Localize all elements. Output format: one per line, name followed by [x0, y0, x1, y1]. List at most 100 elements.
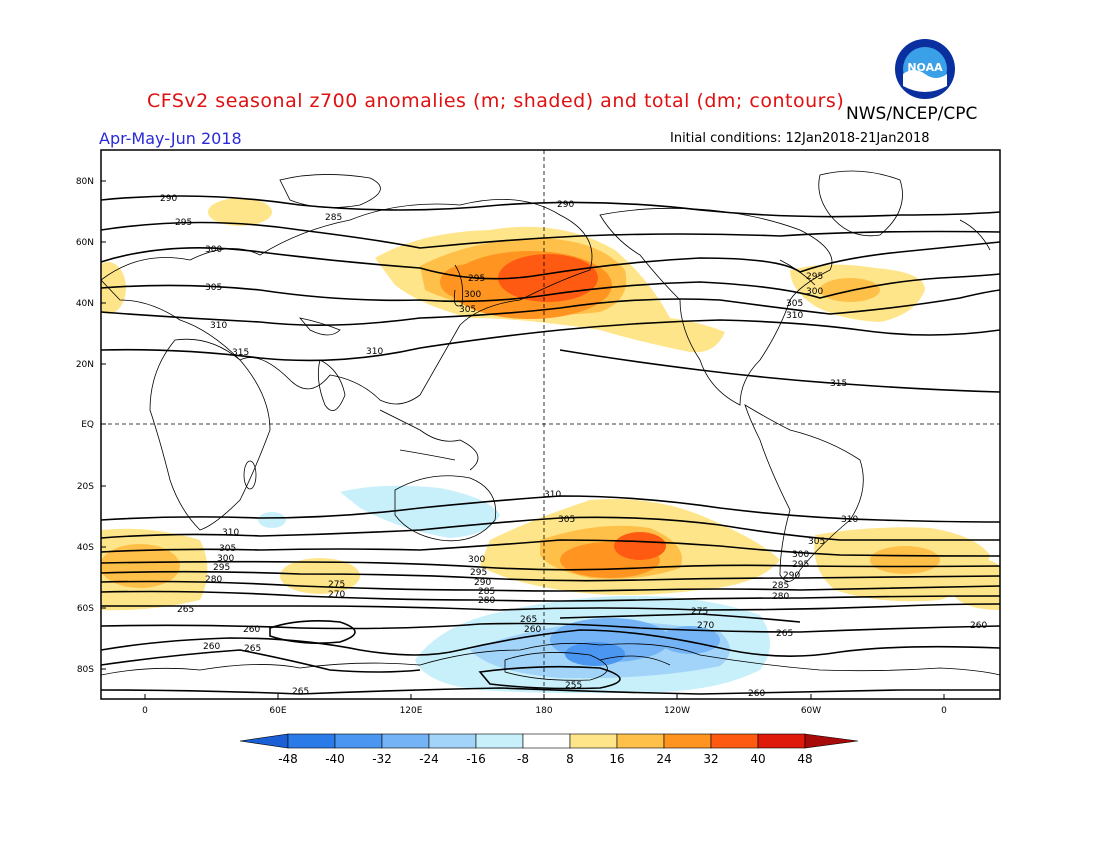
lat-label: 80S	[77, 665, 94, 675]
lon-label: 60E	[269, 706, 286, 716]
lat-label: 60N	[76, 238, 94, 248]
chart-title: CFSv2 seasonal z700 anomalies (m; shaded…	[147, 90, 845, 112]
svg-text:310: 310	[222, 528, 239, 538]
svg-text:315: 315	[232, 348, 249, 358]
svg-text:260: 260	[243, 625, 260, 635]
svg-text:265: 265	[520, 615, 537, 625]
svg-text:290: 290	[557, 200, 574, 210]
agency-label: NWS/NCEP/CPC	[846, 104, 978, 124]
colorbar-tick: 16	[609, 752, 624, 766]
lon-label: 180	[535, 706, 552, 716]
colorbar-tick: -8	[517, 752, 529, 766]
svg-text:275: 275	[691, 607, 708, 617]
svg-text:295: 295	[213, 563, 230, 573]
svg-text:270: 270	[328, 590, 345, 600]
colorbar-cell	[710, 733, 759, 749]
colorbar-tick: 8	[566, 752, 574, 766]
svg-text:310: 310	[544, 490, 561, 500]
colorbar-tick: 24	[656, 752, 671, 766]
contour-labels: 290 285 295 300 305 310 315 295 300 305 …	[160, 194, 987, 699]
initial-conditions-label: Initial conditions: 12Jan2018-21Jan2018	[670, 131, 930, 146]
lat-label: 80N	[76, 177, 94, 187]
svg-text:295: 295	[806, 272, 823, 282]
svg-text:280: 280	[478, 596, 495, 606]
svg-text:295: 295	[468, 274, 485, 284]
svg-text:310: 310	[210, 321, 227, 331]
svg-text:305: 305	[205, 283, 222, 293]
colorbar-tick: 40	[750, 752, 765, 766]
svg-text:290: 290	[783, 571, 800, 581]
lon-label: 60W	[801, 706, 821, 716]
lon-label: 0	[142, 706, 148, 716]
svg-text:300: 300	[468, 555, 485, 565]
svg-text:300: 300	[205, 245, 222, 255]
svg-text:255: 255	[565, 681, 582, 691]
svg-text:295: 295	[792, 560, 809, 570]
colorbar-high-arrow	[804, 733, 859, 749]
colorbar-cell	[287, 733, 336, 749]
svg-text:310: 310	[786, 311, 803, 321]
season-label: Apr-May-Jun 2018	[99, 129, 242, 148]
lon-label: 120W	[664, 706, 690, 716]
svg-text:260: 260	[203, 642, 220, 652]
svg-text:295: 295	[470, 568, 487, 578]
svg-text:305: 305	[219, 544, 236, 554]
lat-label: 20S	[77, 482, 94, 492]
svg-text:265: 265	[244, 644, 261, 654]
lon-label: 0	[941, 706, 947, 716]
noaa-logo-icon: NOAA	[895, 39, 955, 99]
svg-text:290: 290	[160, 194, 177, 204]
colorbar-cell	[522, 733, 571, 749]
longitude-axis: 0 60E 120E 180 120W 60W 0	[142, 694, 947, 716]
svg-text:260: 260	[524, 625, 541, 635]
svg-text:260: 260	[970, 621, 987, 631]
colorbar-tick: -32	[372, 752, 392, 766]
colorbar-cell	[663, 733, 712, 749]
svg-text:275: 275	[328, 580, 345, 590]
lat-label: 40N	[76, 299, 94, 309]
svg-text:300: 300	[464, 290, 481, 300]
colorbar-cell	[428, 733, 477, 749]
lon-label: 120E	[400, 706, 423, 716]
colorbar-tick: -24	[419, 752, 439, 766]
svg-text:265: 265	[292, 687, 309, 697]
svg-text:285: 285	[772, 581, 789, 591]
colorbar-tick: 48	[797, 752, 812, 766]
colorbar-cell	[757, 733, 806, 749]
lat-label: EQ	[81, 420, 94, 430]
svg-text:305: 305	[558, 515, 575, 525]
svg-text:315: 315	[830, 379, 847, 389]
lat-label: 60S	[77, 604, 94, 614]
colorbar-cell	[616, 733, 665, 749]
svg-text:305: 305	[459, 305, 476, 315]
colorbar-cell	[569, 733, 618, 749]
svg-text:300: 300	[806, 287, 823, 297]
svg-text:300: 300	[217, 554, 234, 564]
colorbar-tick: 32	[703, 752, 718, 766]
svg-text:280: 280	[772, 592, 789, 602]
svg-text:290: 290	[474, 578, 491, 588]
colorbar-tick: -48	[278, 752, 298, 766]
svg-text:305: 305	[808, 537, 825, 547]
latitude-axis: 80N 60N 40N 20N EQ 20S 40S 60S 80S	[76, 177, 106, 675]
svg-text:280: 280	[205, 575, 222, 585]
lat-label: 20N	[76, 360, 94, 370]
svg-text:285: 285	[325, 213, 342, 223]
colorbar-cell	[381, 733, 430, 749]
colorbar: -48 -40 -32 -24 -16 -8 8 16 24 32 40 48	[239, 733, 859, 766]
svg-text:295: 295	[175, 218, 192, 228]
colorbar-cell	[475, 733, 524, 749]
anomaly-shading	[101, 198, 1000, 694]
svg-text:310: 310	[366, 347, 383, 357]
lat-label: 40S	[77, 543, 94, 553]
svg-text:310: 310	[841, 515, 858, 525]
svg-text:300: 300	[792, 550, 809, 560]
svg-text:NOAA: NOAA	[907, 61, 943, 74]
svg-text:265: 265	[776, 629, 793, 639]
colorbar-cell	[334, 733, 383, 749]
colorbar-tick: -40	[325, 752, 345, 766]
colorbar-low-arrow	[239, 733, 289, 749]
svg-text:305: 305	[786, 299, 803, 309]
colorbar-tick: -16	[466, 752, 486, 766]
